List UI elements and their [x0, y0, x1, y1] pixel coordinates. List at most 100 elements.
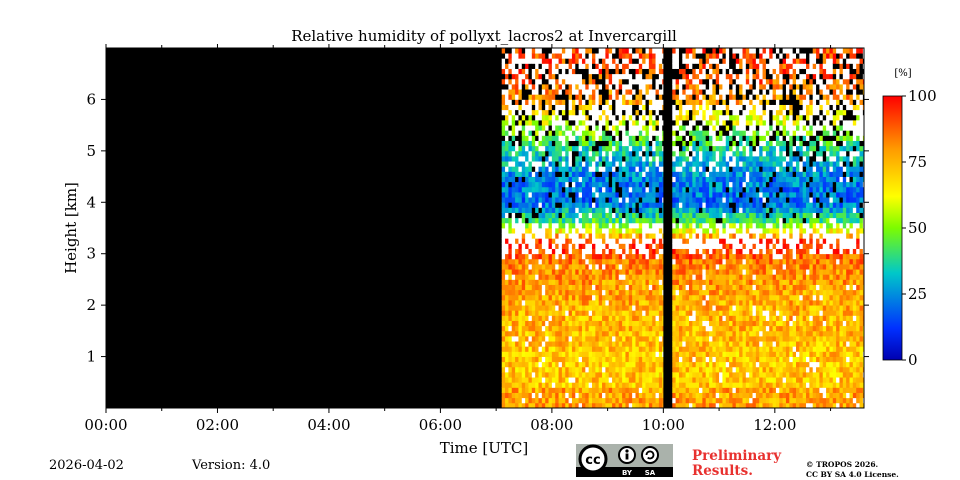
heatmap-cell [551, 315, 556, 321]
heatmap-cell [565, 48, 569, 54]
heatmap-cell [575, 253, 580, 260]
heatmap-cell [555, 197, 559, 203]
heatmap-cell [561, 48, 566, 54]
heatmap-cell [545, 63, 549, 69]
heatmap-cell [571, 289, 576, 296]
heatmap-cell [635, 233, 640, 239]
heatmap-cell [558, 192, 563, 198]
heatmap-cell [635, 382, 640, 388]
heatmap-cell [692, 197, 697, 203]
heatmap-cell [545, 78, 549, 85]
heatmap-cell [528, 305, 533, 311]
heatmap-cell [541, 222, 546, 229]
heatmap-cell [702, 78, 707, 85]
heatmap-cell [598, 325, 603, 332]
heatmap-cell [692, 402, 697, 409]
heatmap-cell [578, 264, 583, 270]
heatmap-cell [705, 274, 710, 280]
heatmap-cell [511, 202, 516, 208]
heatmap-cell [561, 161, 566, 167]
heatmap-cell [598, 202, 603, 208]
heatmap-cell [635, 186, 640, 193]
heatmap-cell [515, 248, 519, 255]
heatmap-cell [655, 346, 660, 352]
heatmap-cell [598, 120, 603, 126]
heatmap-cell [622, 361, 626, 368]
heatmap-cell [705, 73, 710, 80]
heatmap-cell [531, 243, 536, 249]
heatmap-cell [632, 94, 636, 100]
heatmap-cell [692, 99, 697, 105]
heatmap-cell [622, 310, 626, 316]
heatmap-cell [648, 253, 653, 260]
heatmap-cell [638, 140, 643, 147]
heatmap-cell [555, 325, 559, 332]
heatmap-cell [732, 84, 737, 90]
heatmap-cell [521, 197, 526, 203]
heatmap-cell [732, 109, 737, 116]
heatmap-cell [732, 186, 737, 193]
heatmap-cell [571, 341, 576, 347]
heatmap-cell [528, 125, 533, 131]
heatmap-cell [675, 48, 680, 54]
heatmap-cell [602, 145, 606, 152]
heatmap-cell [729, 104, 733, 111]
heatmap-cell [648, 361, 653, 368]
heatmap-cell [658, 99, 663, 105]
heatmap-cell [735, 382, 740, 388]
heatmap-cell [739, 145, 743, 152]
heatmap-cell [615, 382, 620, 388]
heatmap-cell [605, 310, 610, 316]
heatmap-cell [725, 336, 730, 342]
heatmap-cell [719, 346, 723, 352]
heatmap-cell [525, 192, 529, 198]
heatmap-cell [739, 382, 743, 388]
heatmap-cell [565, 78, 569, 85]
heatmap-cell [535, 68, 539, 75]
heatmap-cell [682, 341, 687, 347]
heatmap-cell [678, 366, 683, 373]
heatmap-cell [742, 315, 747, 321]
heatmap-cell [595, 222, 600, 229]
heatmap-cell [702, 305, 707, 311]
heatmap-cell [558, 171, 563, 177]
heatmap-cell [658, 315, 663, 321]
heatmap-cell [555, 68, 559, 75]
heatmap-cell [561, 212, 566, 219]
heatmap-cell [695, 361, 700, 368]
heatmap-cell [571, 161, 576, 167]
heatmap-cell [742, 336, 747, 342]
heatmap-cell [521, 325, 526, 332]
heatmap-cell [565, 315, 569, 321]
heatmap-cell [525, 120, 529, 126]
heatmap-cell [541, 351, 546, 357]
heatmap-cell [725, 346, 730, 352]
heatmap-cell [578, 361, 583, 368]
heatmap-cell [565, 197, 569, 203]
heatmap-cell [551, 104, 556, 111]
heatmap-cell [682, 356, 687, 363]
heatmap-cell [575, 120, 580, 126]
heatmap-cell [682, 58, 687, 64]
heatmap-cell [571, 351, 576, 357]
heatmap-cell [501, 186, 506, 193]
heatmap-cell [612, 351, 616, 357]
heatmap-cell [735, 212, 740, 219]
heatmap-cell [615, 130, 620, 136]
heatmap-cell [725, 217, 730, 224]
heatmap-cell [725, 300, 730, 306]
heatmap-cell [508, 161, 513, 167]
heatmap-cell [571, 284, 576, 291]
heatmap-cell [511, 392, 516, 399]
heatmap-cell [505, 274, 509, 280]
heatmap-cell [688, 264, 693, 270]
heatmap-cell [615, 397, 620, 404]
heatmap-cell [581, 279, 586, 285]
heatmap-cell [598, 253, 603, 260]
heatmap-cell [578, 248, 583, 255]
heatmap-cell [525, 156, 529, 162]
heatmap-cell [588, 315, 593, 321]
heatmap-cell [648, 73, 653, 80]
heatmap-cell [548, 120, 553, 126]
heatmap-cell [608, 94, 613, 100]
